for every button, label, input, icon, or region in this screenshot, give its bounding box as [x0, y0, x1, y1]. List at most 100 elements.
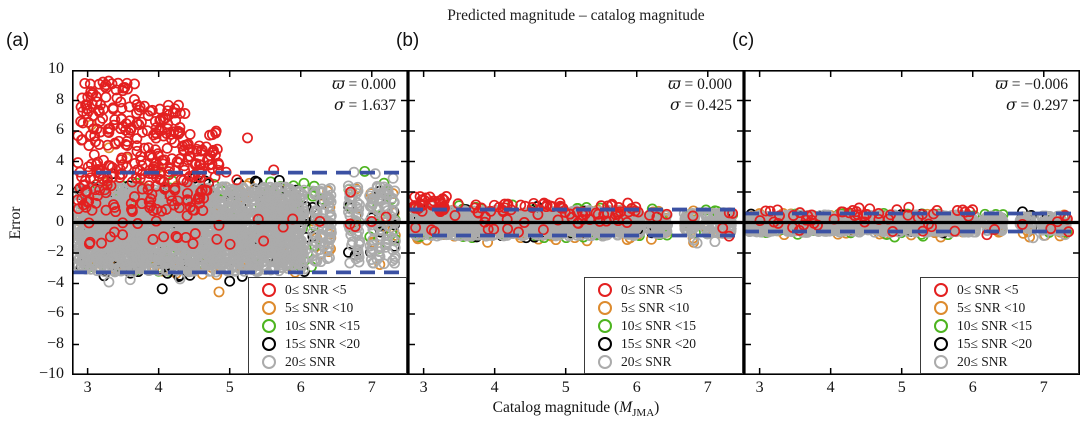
legend-marker-icon: [934, 319, 948, 333]
legend-marker-icon: [262, 282, 276, 297]
panel-label-a: (a): [6, 30, 30, 51]
sigma-value: σ = 0.297: [744, 95, 1068, 116]
legend-marker-icon: [934, 282, 948, 297]
series-gray-snr: [307, 180, 401, 270]
x-axis-label-M: M: [619, 399, 633, 416]
varpi-symbol: ϖ: [995, 75, 1008, 93]
x-tick-label: 5: [561, 379, 570, 396]
x-tick-label: 3: [83, 379, 92, 396]
legend-item-label: 5≤ SNR <10: [285, 299, 354, 315]
y-tick-label: −8: [46, 334, 64, 352]
sigma-number: = 0.425: [680, 97, 733, 114]
varpi-number: = −0.006: [1007, 76, 1068, 93]
stats-panel-a: ϖ = 0.000 σ = 1.637: [72, 74, 396, 116]
y-tick-label: −4: [46, 273, 64, 291]
sigma-symbol: σ: [334, 96, 345, 114]
x-axis-label-subscript: JMA: [632, 407, 655, 420]
scatter-panel-c: [744, 70, 1080, 375]
y-tick-label: −6: [46, 304, 64, 321]
y-axis-label: Error: [7, 206, 24, 240]
legend-item-label: 15≤ SNR <20: [285, 336, 361, 352]
y-tick-label: 10: [48, 60, 64, 77]
legend-item: 5≤ SNR <10: [934, 299, 1078, 317]
legend-item: 15≤ SNR <20: [598, 335, 742, 353]
legend-item: 20≤ SNR: [598, 354, 742, 372]
series-red-snr: [132, 99, 189, 188]
y-tick-label: −2: [46, 243, 64, 260]
snr-legend: 0≤ SNR <5 5≤ SNR <10 10≤ SNR <15 15≤ SNR <2…: [920, 277, 1079, 374]
legend-item-label: 0≤ SNR <5: [621, 281, 683, 297]
panel-label-c: (c): [732, 30, 755, 51]
legend-item: 10≤ SNR <15: [598, 317, 742, 335]
varpi-symbol: ϖ: [667, 75, 681, 93]
x-tick-label: 3: [419, 379, 428, 396]
x-tick-label: 4: [826, 379, 835, 396]
varpi-number: = 0.000: [680, 76, 733, 93]
legend-item-label: 15≤ SNR <20: [957, 336, 1033, 352]
x-tick-label: 7: [1039, 379, 1048, 396]
axes-spine: [744, 70, 1080, 375]
panel-label-b: (b): [396, 30, 420, 51]
y-tick-label: −10: [38, 365, 64, 382]
varpi-value: ϖ = −0.006: [744, 74, 1068, 95]
sigma-symbol: σ: [1006, 96, 1017, 114]
legend-marker-icon: [934, 300, 948, 315]
x-tick-label: 6: [968, 379, 977, 396]
axes-spine: [72, 70, 408, 375]
y-tick-label: 0: [56, 212, 64, 230]
series-red-snr: [72, 75, 143, 188]
legend-marker-icon: [598, 319, 612, 333]
stats-panel-c: ϖ = −0.006 σ = 0.297: [744, 74, 1068, 116]
legend-item: 15≤ SNR <20: [262, 335, 406, 353]
legend-item-label: 10≤ SNR <15: [957, 318, 1033, 333]
sigma-number: = 0.297: [1016, 97, 1069, 114]
y-tick-label: 8: [56, 90, 64, 108]
x-axis-label-close: ): [654, 399, 660, 416]
legend-marker-icon: [262, 355, 276, 370]
legend-item: 0≤ SNR <5: [934, 281, 1078, 299]
legend-marker-icon: [934, 355, 948, 370]
legend-item: 5≤ SNR <10: [598, 299, 742, 317]
legend-marker-icon: [598, 355, 612, 370]
varpi-value: ϖ = 0.000: [408, 74, 732, 95]
legend-marker-icon: [262, 337, 276, 352]
legend-item-label: 10≤ SNR <15: [621, 318, 697, 333]
legend-item-label: 20≤ SNR: [285, 354, 336, 370]
x-tick-label: 5: [897, 379, 906, 396]
series-red-snr: [408, 191, 452, 218]
legend-item: 20≤ SNR: [262, 354, 406, 372]
varpi-symbol: ϖ: [331, 75, 345, 93]
snr-legend: 0≤ SNR <5 5≤ SNR <10 10≤ SNR <15 15≤ SNR <2…: [584, 277, 743, 374]
x-tick-label: 6: [632, 379, 641, 396]
legend-item: 10≤ SNR <15: [934, 317, 1078, 335]
x-tick-label: 6: [296, 379, 305, 396]
legend-item: 5≤ SNR <10: [262, 299, 406, 317]
legend-item-label: 5≤ SNR <10: [621, 299, 690, 315]
sigma-value: σ = 1.637: [72, 95, 396, 116]
varpi-value: ϖ = 0.000: [72, 74, 396, 95]
legend-marker-icon: [598, 337, 612, 352]
legend-item-label: 0≤ SNR <5: [285, 281, 347, 297]
y-tick-label: 6: [56, 121, 64, 138]
legend-item: 20≤ SNR: [934, 354, 1078, 372]
x-axis-label: Catalog magnitude (MJMA): [76, 399, 1076, 419]
x-tick-label: 3: [755, 379, 764, 396]
x-tick-label: 4: [154, 379, 163, 396]
legend-marker-icon: [262, 300, 276, 315]
legend-item-label: 5≤ SNR <10: [957, 299, 1026, 315]
legend-item-label: 0≤ SNR <5: [957, 281, 1019, 297]
legend-item: 15≤ SNR <20: [934, 335, 1078, 353]
legend-item-label: 10≤ SNR <15: [285, 318, 361, 333]
series-red-snr: [178, 125, 225, 188]
legend-marker-icon: [934, 337, 948, 352]
legend-item-label: 20≤ SNR: [957, 354, 1008, 370]
legend-item: 10≤ SNR <15: [262, 317, 406, 335]
snr-legend: 0≤ SNR <5 5≤ SNR <10 10≤ SNR <15 15≤ SNR <2…: [248, 277, 407, 374]
sigma-value: σ = 0.425: [408, 95, 732, 116]
legend-marker-icon: [262, 319, 276, 333]
axes-spine: [408, 70, 744, 375]
legend-marker-icon: [598, 300, 612, 315]
x-tick-label: 7: [703, 379, 712, 396]
legend-item-label: 15≤ SNR <20: [621, 336, 697, 352]
scatter-panel-a: [72, 70, 408, 375]
